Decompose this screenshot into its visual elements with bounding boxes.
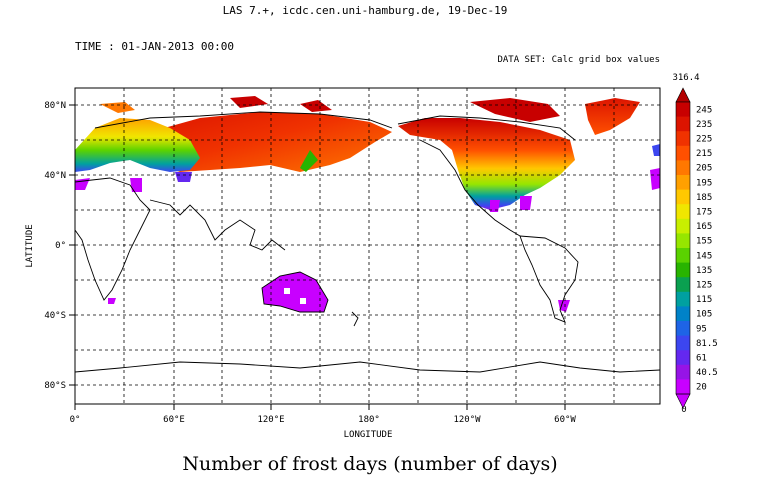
frost-field-north-america [398,98,575,212]
colorbar-level-label: 195 [696,178,712,188]
colorbar-swatch [676,262,690,278]
colorbar-max-label: 316.4 [672,73,699,83]
lon-tick-label: 120°E [257,415,284,425]
time-label: TIME : 01-JAN-2013 00:00 [75,40,234,53]
colorbar-level-label: 165 [696,222,712,232]
colorbar-swatch [676,189,690,205]
colorbar-level-label: 105 [696,310,712,320]
colorbar-level-label: 215 [696,149,712,159]
colorbar-level-label: 155 [696,237,712,247]
figure-header-title: LAS 7.+, icdc.cen.uni-hamburg.de, 19-Dec… [223,4,508,17]
lon-tick-label: 180° [358,415,380,425]
colorbar-swatch [676,204,690,220]
colorbar-swatch [676,218,690,234]
colorbar-swatch [676,291,690,307]
frost-field-south-america [558,300,570,312]
lat-tick-label: 80°N [44,101,66,111]
colorbar-level-label: 235 [696,120,712,130]
colorbar-swatch [676,248,690,264]
colorbar-swatch [676,277,690,293]
colorbar-level-label: 125 [696,281,712,291]
colorbar-level-label: 245 [696,105,712,115]
colorbar-level-label: 81.5 [696,339,718,349]
colorbar-swatch [676,145,690,161]
chart-title: Number of frost days (number of days) [182,453,557,475]
colorbar-level-label: 145 [696,251,712,261]
colorbar-swatch [676,160,690,176]
lat-tick-label: 40°S [44,311,66,321]
lat-tick-label: 40°N [44,171,66,181]
x-axis-label: LONGITUDE [344,430,393,440]
colorbar-top-arrow [675,87,691,103]
colorbar-swatch [676,321,690,337]
frost-field-east-edge-blue [652,144,660,156]
lon-tick-label: 0° [70,415,81,425]
dataset-label: DATA SET: Calc grid box values [497,55,660,65]
colorbar-level-label: 115 [696,295,712,305]
map-frame [74,87,661,405]
frost-field-south-africa [108,298,116,304]
colorbar-swatch [676,131,690,147]
map-panel: 80°N 40°N 0° 40°S 80°S LATITUDE 0° 60°E … [25,87,661,440]
colorbar: 316.4 0 245 235 225 215 205 195 185 175 165 155 14… [672,73,717,415]
colorbar-swatch [676,102,690,118]
lat-axis: 80°N 40°N 0° 40°S 80°S LATITUDE [25,101,75,391]
colorbar-swatch [676,175,690,191]
colorbar-bottom-arrow [675,393,691,409]
colorbar-min-label: 0 [681,405,686,415]
colorbar-level-label: 135 [696,266,712,276]
lon-tick-label: 60°W [554,415,576,425]
lon-tick-label: 60°E [163,415,185,425]
frost-field-east-edge [650,168,660,190]
lat-tick-label: 80°S [44,381,66,391]
colorbar-level-label: 61 [696,354,707,364]
colorbar-swatch [676,335,690,351]
frost-field-greenland [585,98,640,135]
colorbar-level-label: 40.5 [696,368,718,378]
colorbar-swatch [676,364,690,380]
colorbar-swatch [676,379,690,395]
colorbar-swatch [676,233,690,249]
colorbar-swatch [676,350,690,366]
colorbar-level-label: 225 [696,135,712,145]
colorbar-swatch [676,116,690,132]
frost-field-australia [262,272,328,312]
lon-axis: 0° 60°E 120°E 180° 120°W 60°W LONGITUDE [70,404,576,440]
colorbar-level-label: 95 [696,324,707,334]
colorbar-outline [675,101,691,395]
colorbar-level-label: 20 [696,383,707,393]
colorbar-level-label: 205 [696,164,712,174]
colorbar-swatch [676,306,690,322]
lon-tick-label: 120°W [453,415,481,425]
y-axis-label: LATITUDE [25,224,35,267]
map-grid [75,88,660,404]
lat-tick-label: 0° [55,241,66,251]
colorbar-level-label: 175 [696,208,712,218]
colorbar-level-label: 185 [696,193,712,203]
coastlines [74,111,661,373]
